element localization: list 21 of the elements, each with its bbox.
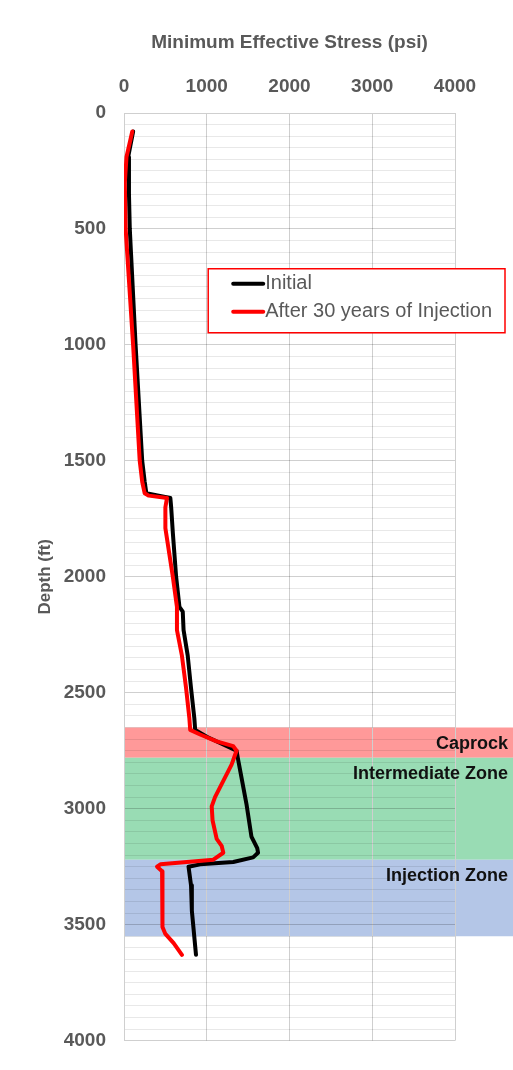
legend-label: After 30 years of Injection xyxy=(265,299,493,322)
y-axis-title: Depth (ft) xyxy=(34,539,54,615)
x-tick-label: 4000 xyxy=(433,74,477,96)
y-tick-label: 4000 xyxy=(63,1028,106,1050)
y-tick-label: 500 xyxy=(74,217,106,239)
band-label: Injection Zone xyxy=(385,864,508,885)
x-tick-label: 1000 xyxy=(185,74,228,96)
x-tick-label: 3000 xyxy=(351,74,394,96)
y-tick-label: 0 xyxy=(95,101,106,123)
y-tick-label: 1500 xyxy=(63,449,106,471)
x-tick-label: 2000 xyxy=(268,74,311,96)
y-tick-label: 2500 xyxy=(63,680,106,702)
y-tick-label: 3000 xyxy=(63,796,106,818)
x-tick-label: 0 xyxy=(118,74,130,96)
y-tick-label: 3500 xyxy=(63,912,106,934)
legend-label: Initial xyxy=(265,271,312,294)
band-label: Intermediate Zone xyxy=(352,762,508,783)
x-axis-title: Minimum Effective Stress (psi) xyxy=(151,30,428,52)
y-tick-label: 1000 xyxy=(63,333,106,355)
y-tick-label: 2000 xyxy=(63,565,106,587)
band-label: Caprock xyxy=(435,732,509,753)
